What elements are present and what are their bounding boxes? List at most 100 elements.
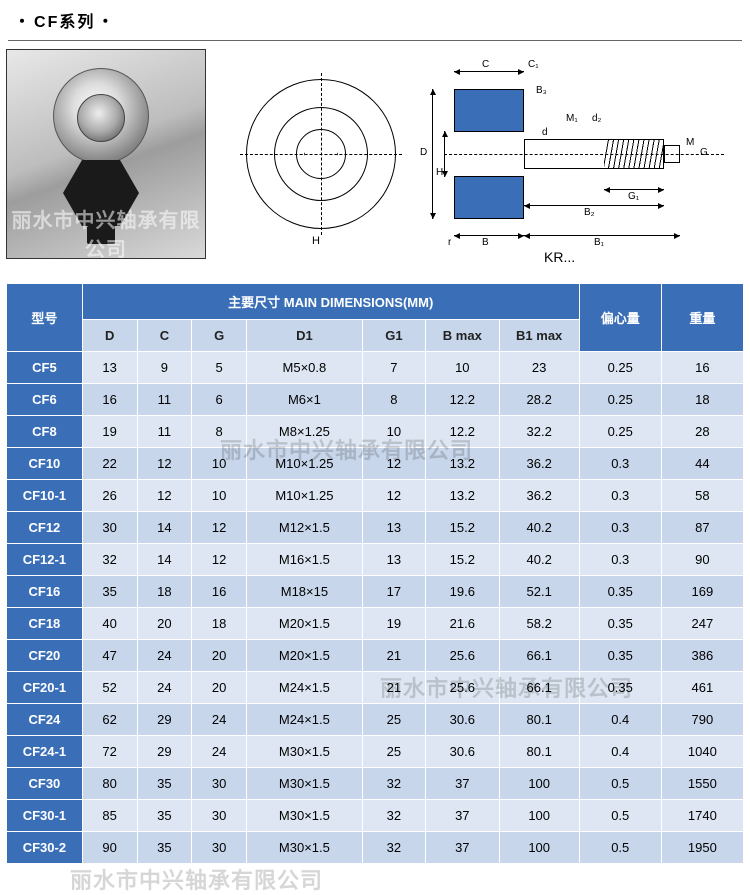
dim-C-arrow: [454, 71, 524, 72]
cell-C: 29: [137, 704, 192, 736]
cell-C: 24: [137, 640, 192, 672]
cell-G1: 19: [362, 608, 425, 640]
cell-G: 20: [192, 672, 247, 704]
cell-model: CF24-1: [7, 736, 83, 768]
dim-B2: B₂: [584, 207, 595, 218]
front-h-label: H: [312, 235, 320, 247]
cell-model: CF20: [7, 640, 83, 672]
th-G: G: [192, 320, 247, 352]
cell-Bmax: 25.6: [425, 672, 499, 704]
cell-ecc: 0.35: [579, 640, 661, 672]
cell-G1: 32: [362, 832, 425, 864]
cell-ecc: 0.35: [579, 608, 661, 640]
side-centerline: [444, 154, 724, 155]
dim-B1: B₁: [594, 237, 604, 248]
cell-B1max: 40.2: [499, 512, 579, 544]
cell-Bmax: 12.2: [425, 416, 499, 448]
table-row: CF16351816M18×151719.652.10.35169: [7, 576, 744, 608]
cell-B1max: 80.1: [499, 704, 579, 736]
cell-D1: M18×15: [247, 576, 363, 608]
dim-G1-arrow: [604, 189, 664, 190]
cell-Bmax: 37: [425, 832, 499, 864]
cell-G: 16: [192, 576, 247, 608]
cell-Bmax: 15.2: [425, 512, 499, 544]
cell-ecc: 0.35: [579, 672, 661, 704]
cell-D1: M30×1.5: [247, 832, 363, 864]
cell-C: 14: [137, 544, 192, 576]
title-divider: [8, 40, 742, 41]
cell-G: 6: [192, 384, 247, 416]
table-row: CF20-1522420M24×1.52125.666.10.35461: [7, 672, 744, 704]
dim-B-arrow: [454, 235, 524, 236]
table-row: CF10221210M10×1.251213.236.20.344: [7, 448, 744, 480]
cell-Bmax: 10: [425, 352, 499, 384]
side-caption: KR...: [544, 249, 575, 265]
cell-G1: 21: [362, 672, 425, 704]
spec-table: 型号 主要尺寸 MAIN DIMENSIONS(MM) 偏心量 重量 D C G…: [6, 283, 744, 864]
dim-r: r: [448, 237, 451, 248]
table-row: CF30803530M30×1.532371000.51550: [7, 768, 744, 800]
cell-model: CF6: [7, 384, 83, 416]
cell-D: 16: [82, 384, 137, 416]
cell-D1: M30×1.5: [247, 768, 363, 800]
cell-C: 11: [137, 416, 192, 448]
cell-G: 8: [192, 416, 247, 448]
cell-C: 24: [137, 672, 192, 704]
cell-ecc: 0.5: [579, 832, 661, 864]
cell-D: 90: [82, 832, 137, 864]
cell-D: 47: [82, 640, 137, 672]
front-centerline-v: [321, 73, 322, 235]
cell-D: 30: [82, 512, 137, 544]
cell-G: 30: [192, 832, 247, 864]
cell-C: 29: [137, 736, 192, 768]
cell-wt: 461: [661, 672, 743, 704]
cell-G1: 25: [362, 736, 425, 768]
cell-C: 9: [137, 352, 192, 384]
cell-wt: 247: [661, 608, 743, 640]
cell-wt: 1950: [661, 832, 743, 864]
cell-ecc: 0.4: [579, 704, 661, 736]
table-row: CF18402018M20×1.51921.658.20.35247: [7, 608, 744, 640]
cell-ecc: 0.3: [579, 448, 661, 480]
cell-Bmax: 15.2: [425, 544, 499, 576]
dim-B1-arrow: [524, 235, 680, 236]
dim-D-arrow: [432, 89, 433, 219]
dim-G1: G₁: [628, 191, 639, 202]
th-B1max: B1 max: [499, 320, 579, 352]
cell-B1max: 66.1: [499, 640, 579, 672]
cell-model: CF24: [7, 704, 83, 736]
cell-D: 52: [82, 672, 137, 704]
th-D: D: [82, 320, 137, 352]
cell-D: 26: [82, 480, 137, 512]
th-main-dims: 主要尺寸 MAIN DIMENSIONS(MM): [82, 284, 579, 320]
dim-D: D: [420, 147, 427, 158]
dim-M1: M₁: [566, 113, 578, 124]
cell-ecc: 0.4: [579, 736, 661, 768]
cell-B1max: 80.1: [499, 736, 579, 768]
cell-G1: 8: [362, 384, 425, 416]
cell-G: 20: [192, 640, 247, 672]
dim-C: C: [482, 59, 489, 70]
cell-C: 35: [137, 800, 192, 832]
cell-ecc: 0.5: [579, 800, 661, 832]
cell-D1: M10×1.25: [247, 448, 363, 480]
cell-wt: 1550: [661, 768, 743, 800]
cell-Bmax: 37: [425, 768, 499, 800]
cell-wt: 28: [661, 416, 743, 448]
cell-B1max: 58.2: [499, 608, 579, 640]
cell-wt: 790: [661, 704, 743, 736]
cell-G1: 32: [362, 800, 425, 832]
cell-wt: 16: [661, 352, 743, 384]
cell-wt: 1740: [661, 800, 743, 832]
cell-model: CF18: [7, 608, 83, 640]
cell-wt: 58: [661, 480, 743, 512]
cell-wt: 87: [661, 512, 743, 544]
cell-Bmax: 12.2: [425, 384, 499, 416]
cell-B1max: 32.2: [499, 416, 579, 448]
cell-B1max: 100: [499, 832, 579, 864]
cell-D: 35: [82, 576, 137, 608]
cell-G: 12: [192, 544, 247, 576]
th-weight: 重量: [661, 284, 743, 352]
cell-Bmax: 37: [425, 800, 499, 832]
cell-model: CF16: [7, 576, 83, 608]
